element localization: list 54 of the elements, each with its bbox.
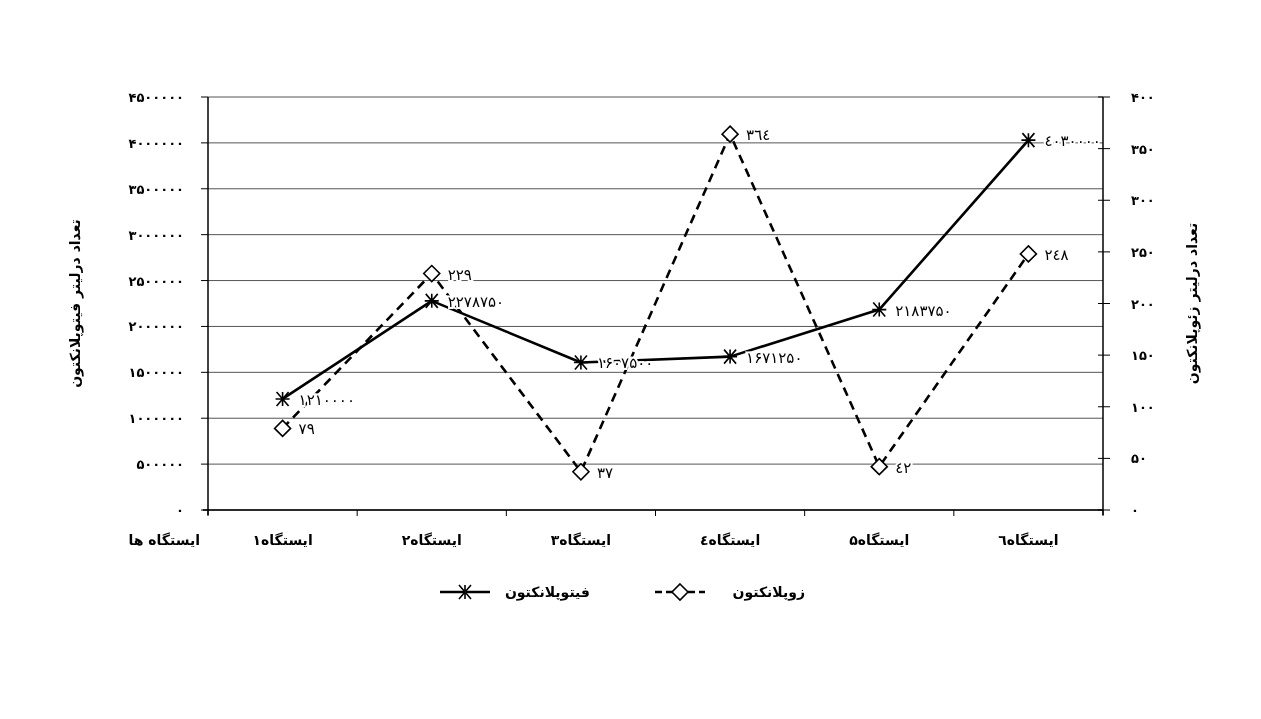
point [423, 293, 440, 309]
data-label: ۲۱۸۳۷۵۰ [895, 301, 952, 320]
legend-item: فیتوپلانکتون [440, 584, 590, 600]
data-label: ۱۶۷۱۲۵۰ [746, 348, 803, 367]
data-label: ۱۲۱۰۰۰۰ [298, 390, 355, 409]
y2-tick-label: ۱۰۰ [1131, 399, 1155, 415]
point [273, 419, 292, 438]
x-tick-label: ایستگاه۵ [849, 532, 910, 548]
point [274, 391, 291, 407]
y2-tick-label: ۲۰۰ [1131, 296, 1155, 312]
point [721, 125, 739, 143]
y2-axis-title: تعداد درلیتر زئوپلانکتون [1184, 222, 1201, 385]
y2-tick-label: ۲۵۰ [1131, 244, 1155, 260]
y-tick-label: ۲۰۰۰۰۰۰ [128, 319, 184, 335]
x-tick-label: ایستگاه۱ [252, 532, 313, 548]
point [870, 457, 889, 476]
x-axis-title: ایستگاه ها [128, 532, 200, 548]
point [422, 264, 441, 283]
y-tick-label: ۱۰۰۰۰۰۰ [128, 411, 184, 427]
y-tick-label: ۱۵۰۰۰۰۰ [128, 365, 184, 381]
y-tick-label: ۰ [176, 503, 184, 518]
y-axis-title: تعداد درلیتر فیتوپلانکتون [67, 219, 84, 388]
y-tick-label: ۳۵۰۰۰۰۰ [128, 181, 184, 197]
y-tick-label: ۴۰۰۰۰۰۰ [128, 135, 184, 151]
y2-tick-label: ۳۰۰ [1131, 193, 1155, 209]
y2-tick-label: ۵۰ [1131, 451, 1147, 467]
x-tick-label: ایستگاه۳ [550, 532, 612, 548]
data-label: ٤٢ [895, 458, 912, 477]
data-label: ٣٦٤ [746, 126, 771, 145]
legend-label: فیتوپلانکتون [504, 584, 590, 601]
y-tick-label: ۳۰۰۰۰۰۰ [128, 227, 184, 243]
point [572, 463, 590, 481]
legend-label: زوپلانکتون [732, 584, 805, 601]
point [871, 301, 888, 318]
y-tick-label: ۴۵۰۰۰۰۰ [128, 90, 184, 105]
y-tick-label: ۵۰۰۰۰۰ [136, 457, 184, 473]
y-tick-label: ۲۵۰۰۰۰۰ [128, 273, 184, 289]
point [722, 348, 738, 365]
x-tick-label: ایستگاه٦ [998, 532, 1059, 548]
data-label: ۲۲۷۸۷۵۰ [447, 292, 505, 311]
point [1020, 132, 1037, 148]
x-tick-label: ایستگاه۲ [401, 532, 462, 548]
point [1019, 245, 1038, 263]
y2-tick-label: ۱۵۰ [1131, 348, 1155, 364]
y2-tick-label: ۴۰۰ [1131, 90, 1155, 105]
point [573, 354, 589, 371]
data-label: ۲٤٨ [1044, 245, 1069, 264]
data-label: ۷۹ [298, 420, 315, 439]
data-label: ٤٠٣٠٠٠٠ [1044, 132, 1101, 151]
data-label: ۲۲۹ [447, 265, 472, 284]
y2-tick-label: ۳۵۰ [1131, 141, 1155, 157]
x-tick-label: ایستگاه٤ [699, 532, 761, 548]
y2-tick-label: ۰ [1131, 503, 1139, 518]
data-label: ۳۷ [596, 463, 614, 482]
